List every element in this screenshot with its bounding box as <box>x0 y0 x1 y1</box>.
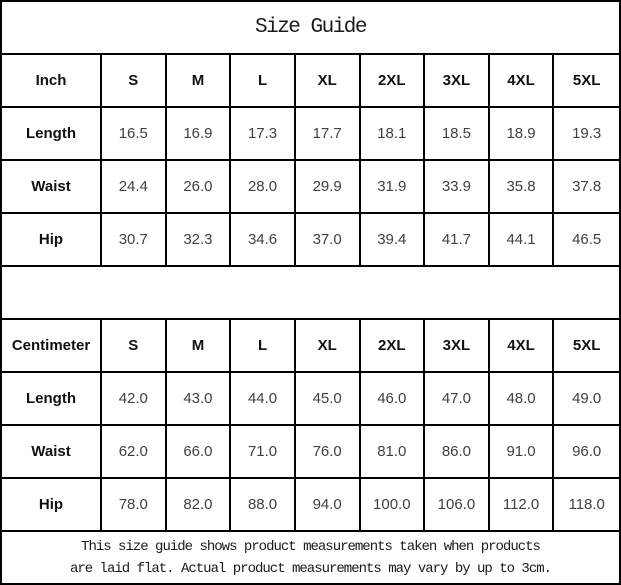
size-cell: 37.8 <box>554 161 619 214</box>
size-col-header: 4XL <box>489 320 555 373</box>
size-cell: 19.3 <box>554 108 619 161</box>
centimeter-table: Centimeter S M L XL 2XL 3XL 4XL 5XL Leng… <box>2 320 619 532</box>
page-title: Size Guide <box>254 16 368 39</box>
unit-header-inch: Inch <box>2 55 102 108</box>
size-col-header: 5XL <box>554 55 619 108</box>
size-cell: 71.0 <box>231 426 296 479</box>
size-col-header: L <box>231 55 296 108</box>
size-cell: 106.0 <box>425 479 490 532</box>
size-cell: 31.9 <box>360 161 426 214</box>
size-col-header: XL <box>295 55 361 108</box>
size-cell: 66.0 <box>166 426 232 479</box>
size-cell: 32.3 <box>166 214 232 267</box>
size-col-header: M <box>166 55 232 108</box>
size-cell: 48.0 <box>489 373 555 426</box>
size-cell: 44.1 <box>489 214 555 267</box>
size-col-header: 4XL <box>489 55 555 108</box>
footnote-line-1: This size guide shows product measuremen… <box>81 538 541 555</box>
size-cell: 39.4 <box>360 214 426 267</box>
size-cell: 18.9 <box>489 108 555 161</box>
size-col-header: M <box>166 320 232 373</box>
size-cell: 42.0 <box>102 373 167 426</box>
size-cell: 91.0 <box>489 426 555 479</box>
footnote: This size guide shows product measuremen… <box>2 532 619 583</box>
size-cell: 100.0 <box>360 479 426 532</box>
size-col-header: L <box>231 320 296 373</box>
title-row: Size Guide <box>2 2 619 55</box>
footnote-line-2: are laid flat. Actual product measuremen… <box>69 560 552 577</box>
row-label: Hip <box>2 214 102 267</box>
size-col-header: XL <box>295 320 361 373</box>
size-cell: 118.0 <box>554 479 619 532</box>
size-col-header: 3XL <box>425 320 490 373</box>
size-cell: 78.0 <box>102 479 167 532</box>
size-col-header: S <box>102 320 167 373</box>
size-cell: 37.0 <box>295 214 361 267</box>
size-cell: 47.0 <box>425 373 490 426</box>
size-cell: 18.5 <box>425 108 490 161</box>
size-cell: 46.0 <box>360 373 426 426</box>
size-cell: 46.5 <box>554 214 619 267</box>
size-cell: 24.4 <box>102 161 167 214</box>
size-cell: 16.5 <box>102 108 167 161</box>
size-cell: 18.1 <box>360 108 426 161</box>
size-cell: 49.0 <box>554 373 619 426</box>
size-cell: 86.0 <box>425 426 490 479</box>
size-cell: 112.0 <box>489 479 555 532</box>
size-cell: 17.3 <box>231 108 296 161</box>
row-label: Length <box>2 373 102 426</box>
size-cell: 81.0 <box>360 426 426 479</box>
size-col-header: 2XL <box>360 55 426 108</box>
size-col-header: 3XL <box>425 55 490 108</box>
size-cell: 45.0 <box>295 373 361 426</box>
size-cell: 94.0 <box>295 479 361 532</box>
row-label: Waist <box>2 426 102 479</box>
size-cell: 82.0 <box>166 479 232 532</box>
size-cell: 35.8 <box>489 161 555 214</box>
size-cell: 28.0 <box>231 161 296 214</box>
size-cell: 88.0 <box>231 479 296 532</box>
size-col-header: S <box>102 55 167 108</box>
size-cell: 26.0 <box>166 161 232 214</box>
size-cell: 62.0 <box>102 426 167 479</box>
size-cell: 96.0 <box>554 426 619 479</box>
size-col-header: 5XL <box>554 320 619 373</box>
row-label: Waist <box>2 161 102 214</box>
size-cell: 30.7 <box>102 214 167 267</box>
inch-table: Inch S M L XL 2XL 3XL 4XL 5XL Length 16.… <box>2 55 619 267</box>
size-cell: 29.9 <box>295 161 361 214</box>
size-cell: 43.0 <box>166 373 232 426</box>
size-cell: 16.9 <box>166 108 232 161</box>
unit-header-centimeter: Centimeter <box>2 320 102 373</box>
row-label: Length <box>2 108 102 161</box>
row-label: Hip <box>2 479 102 532</box>
table-spacer <box>2 267 619 320</box>
size-cell: 41.7 <box>425 214 490 267</box>
size-cell: 76.0 <box>295 426 361 479</box>
size-cell: 17.7 <box>295 108 361 161</box>
size-cell: 34.6 <box>231 214 296 267</box>
size-col-header: 2XL <box>360 320 426 373</box>
size-cell: 33.9 <box>425 161 490 214</box>
size-cell: 44.0 <box>231 373 296 426</box>
